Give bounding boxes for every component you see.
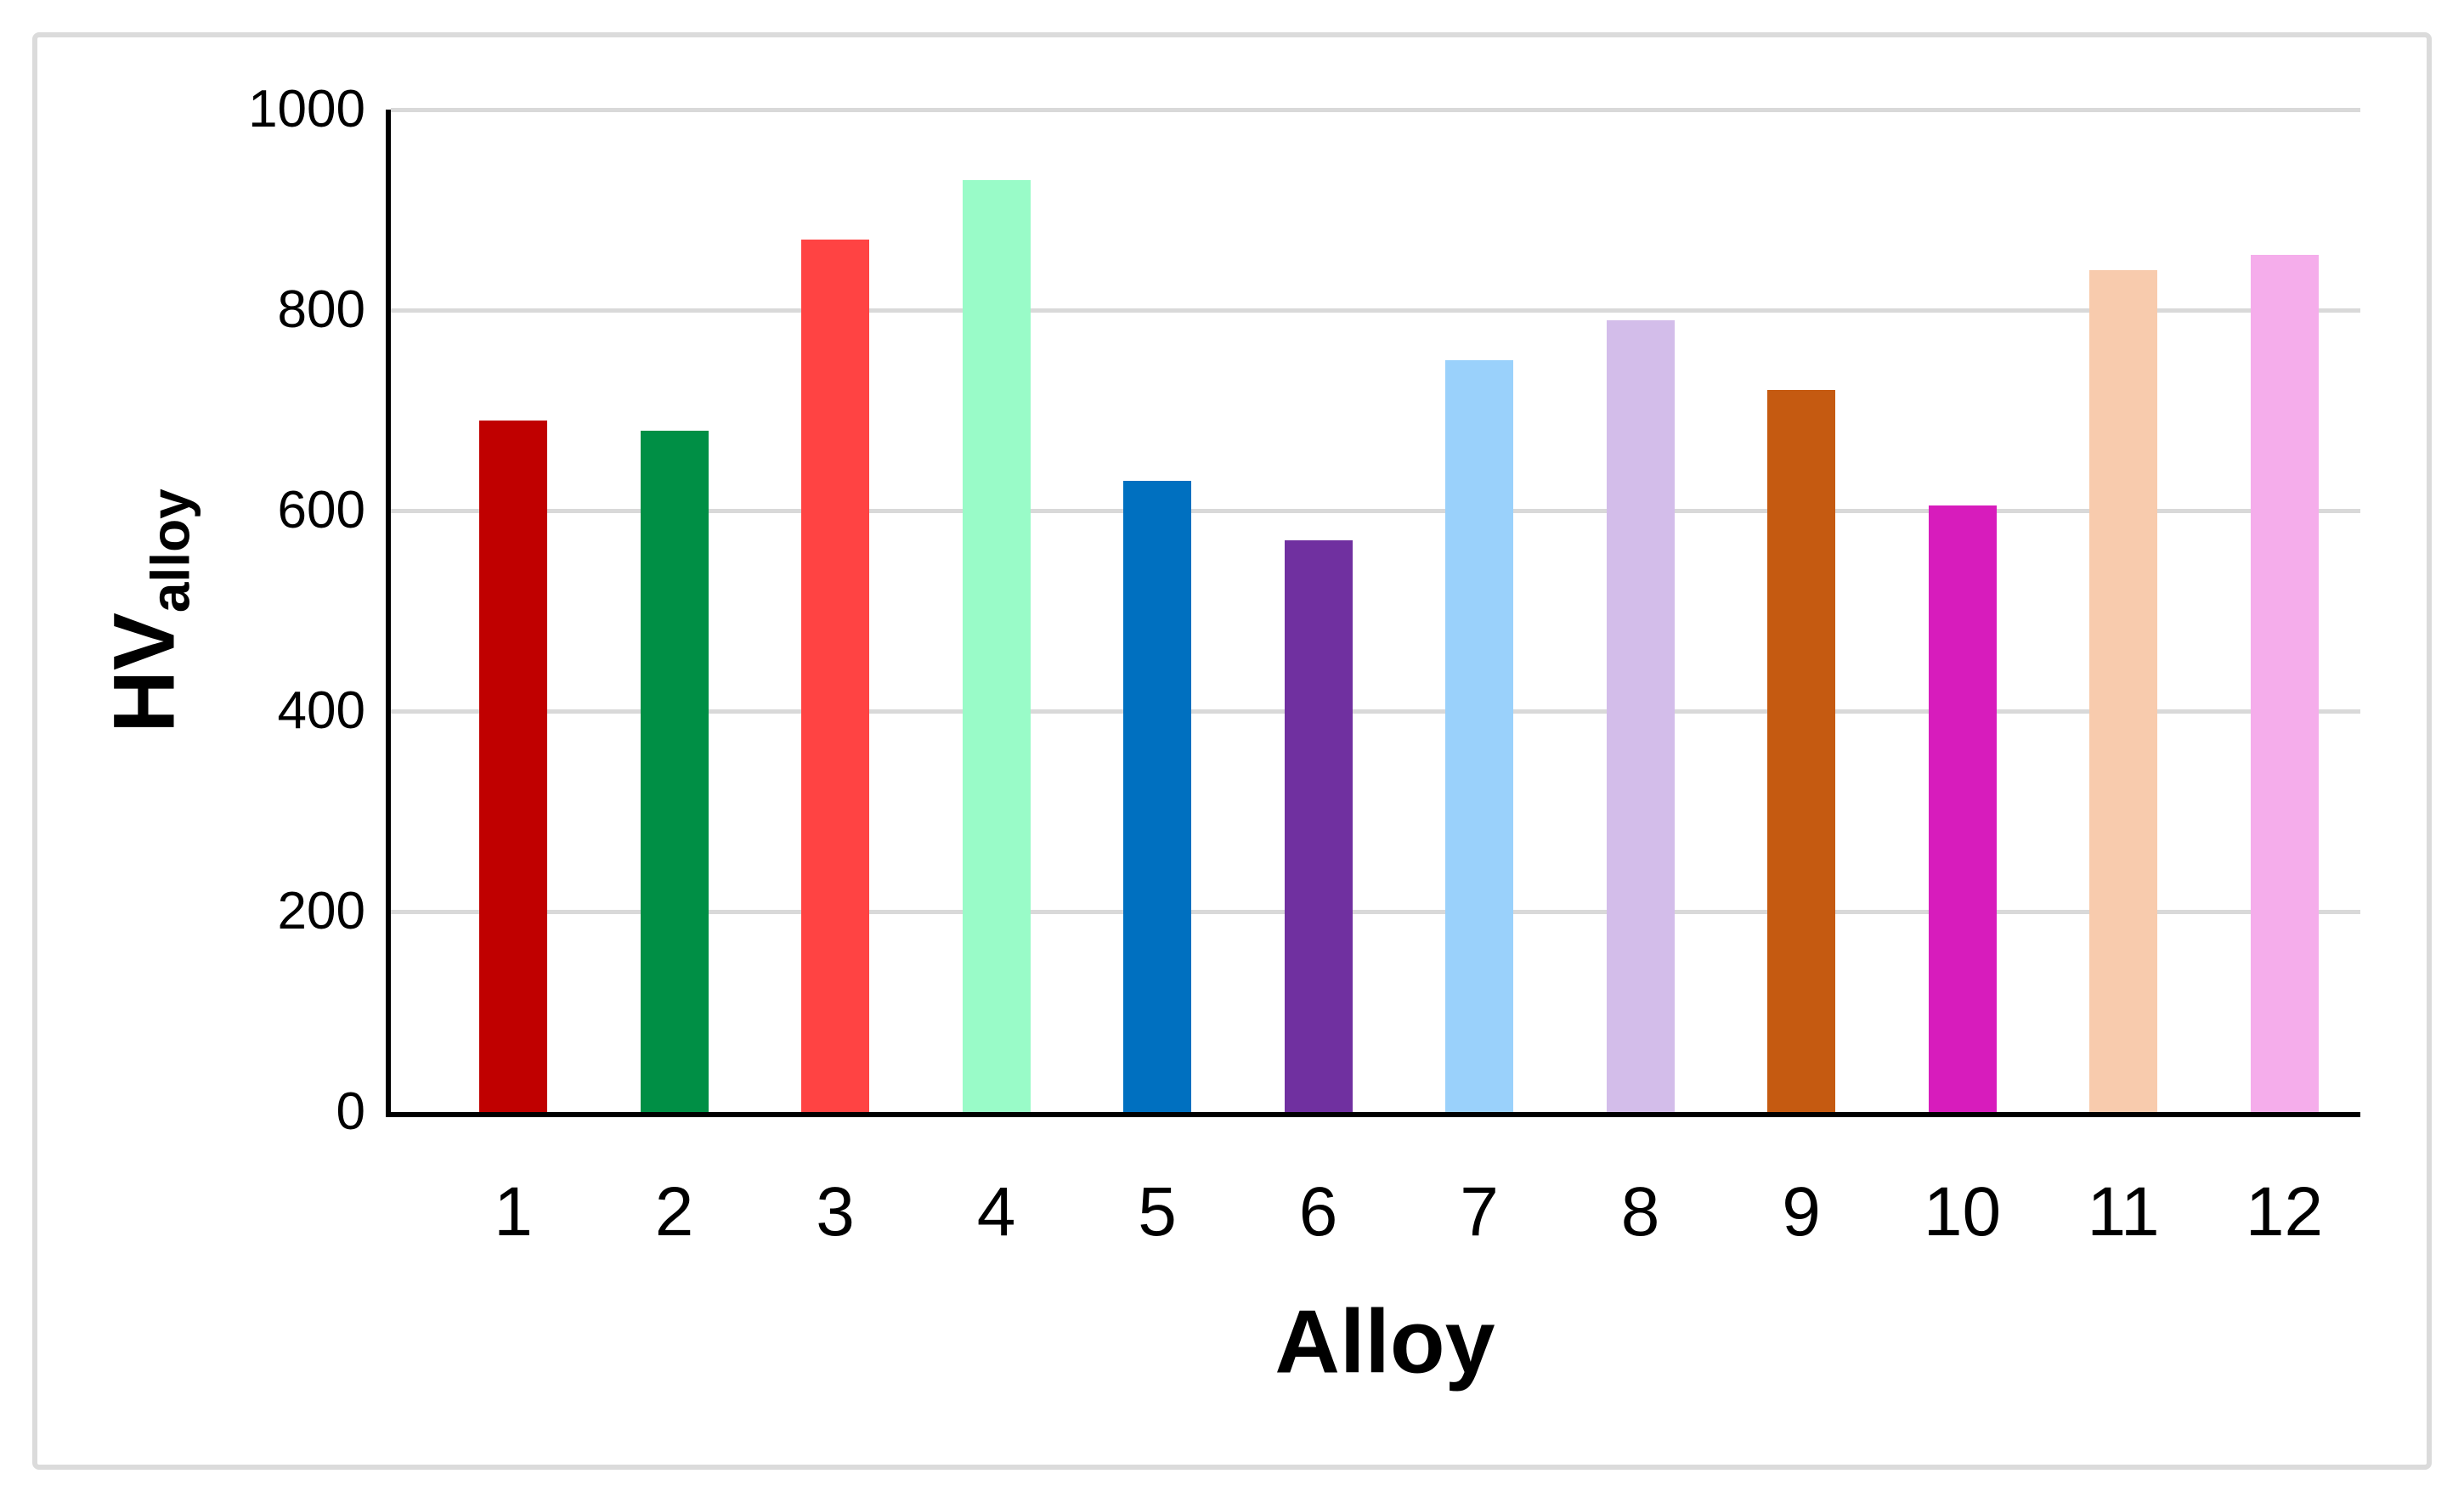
y-axis-line [386,110,391,1112]
bar-alloy-12 [2250,255,2319,1112]
x-tick-label-9: 9 [1782,1173,1821,1251]
x-tick-label-7: 7 [1460,1173,1499,1251]
figure-border-frame [32,32,2432,1470]
x-tick-label-4: 4 [976,1173,1016,1251]
bar-alloy-2 [640,430,709,1112]
y-tick-label-200: 200 [277,882,365,940]
bar-alloy-6 [1284,540,1353,1112]
gridline-1000 [391,107,2360,112]
bar-alloy-1 [479,420,547,1112]
bar-alloy-10 [1928,505,1997,1112]
gridline-600 [391,508,2360,513]
x-tick-label-2: 2 [654,1173,694,1251]
bar-alloy-4 [962,179,1031,1112]
y-tick-label-1000: 1000 [248,80,365,138]
bar-alloy-7 [1445,360,1513,1112]
y-tick-label-400: 400 [277,681,365,740]
gridline-400 [391,709,2360,714]
x-tick-label-8: 8 [1620,1173,1660,1251]
gridline-200 [391,909,2360,914]
bar-alloy-11 [2089,269,2157,1112]
bar-alloy-8 [1606,319,1675,1112]
y-tick-label-600: 600 [277,481,365,539]
gridline-800 [391,308,2360,313]
plot-area: 0 200 400 600 800 1000 1 2 3 4 5 6 7 8 9 10 11 12 [248,83,2360,1247]
x-axis-line [386,1112,2360,1117]
x-tick-label-12: 12 [2245,1173,2324,1251]
x-tick-label-11: 11 [2087,1173,2160,1251]
x-tick-label-10: 10 [1923,1173,2002,1251]
bar-alloy-9 [1767,390,1835,1112]
y-tick-label-800: 800 [277,280,365,339]
y-tick-label-0: 0 [336,1082,365,1141]
bar-alloy-5 [1123,480,1191,1112]
x-tick-label-5: 5 [1138,1173,1177,1251]
x-axis-title: Alloy [1274,1291,1495,1392]
x-tick-label-6: 6 [1298,1173,1338,1251]
x-tick-label-3: 3 [816,1173,855,1251]
x-tick-label-1: 1 [494,1173,533,1251]
bar-alloy-3 [801,240,869,1112]
